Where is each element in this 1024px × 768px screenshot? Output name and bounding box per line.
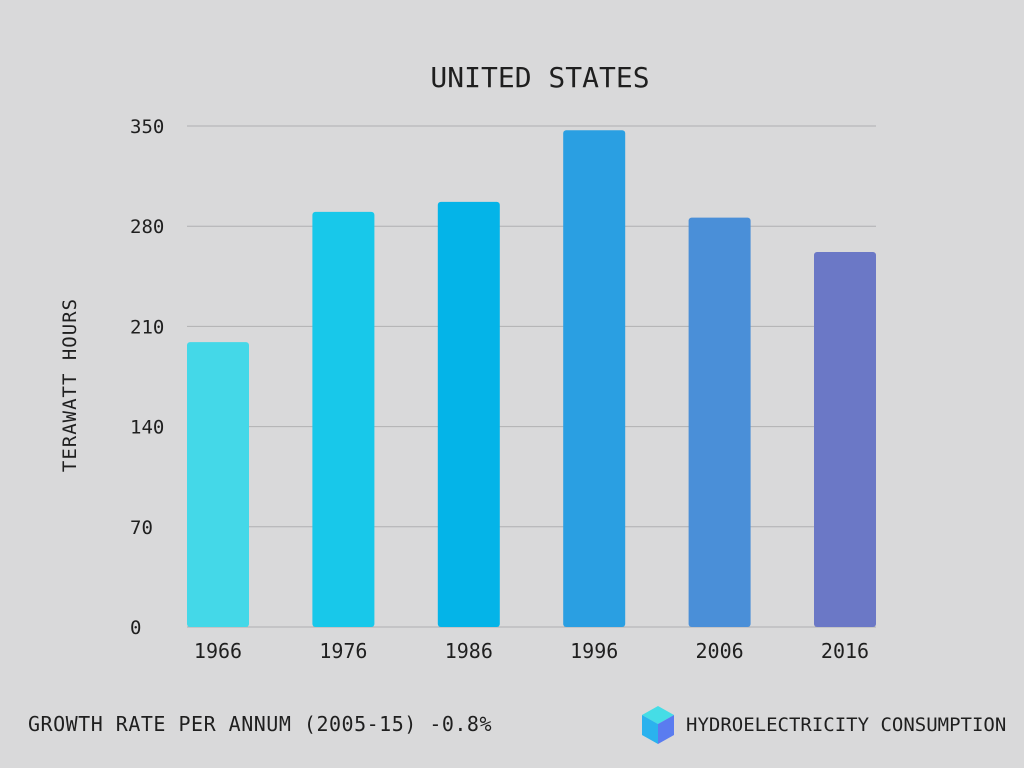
x-tick-label: 2006 <box>696 639 744 663</box>
y-tick-label: 210 <box>130 316 164 338</box>
bars <box>187 130 876 628</box>
bar-1976 <box>312 211 375 627</box>
y-tick-label: 70 <box>130 517 153 539</box>
brand-badge: HYDROELECTRICITY CONSUMPTION <box>640 704 1006 746</box>
bar-1996 <box>563 130 626 627</box>
y-tick-label: 0 <box>130 617 141 639</box>
brand-label: HYDROELECTRICITY CONSUMPTION <box>686 714 1007 736</box>
x-tick-label: 2016 <box>821 639 869 663</box>
y-tick-label: 140 <box>130 417 164 439</box>
y-tick-label: 350 <box>130 116 164 138</box>
chart-title: UNITED STATES <box>430 61 649 94</box>
x-tick-label: 1976 <box>319 639 367 663</box>
y-tick-label: 280 <box>130 216 164 238</box>
x-tick-labels: 1966 1976 1986 1996 2006 2016 <box>194 639 869 663</box>
growth-rate-text: GROWTH RATE PER ANNUM (2005-15) -0.8% <box>28 712 493 736</box>
bar-1986 <box>437 201 500 627</box>
x-tick-label: 1996 <box>570 639 618 663</box>
y-tick-labels: 0 70 140 210 280 350 <box>130 116 164 639</box>
y-axis-label: TERAWATT HOURS <box>59 298 81 472</box>
bar-2006 <box>688 217 751 627</box>
x-tick-label: 1986 <box>445 639 493 663</box>
x-tick-label: 1966 <box>194 639 242 663</box>
gridlines <box>187 125 876 628</box>
bar-2016 <box>814 251 876 628</box>
cube-icon <box>642 706 674 744</box>
bar-1966 <box>187 342 249 627</box>
